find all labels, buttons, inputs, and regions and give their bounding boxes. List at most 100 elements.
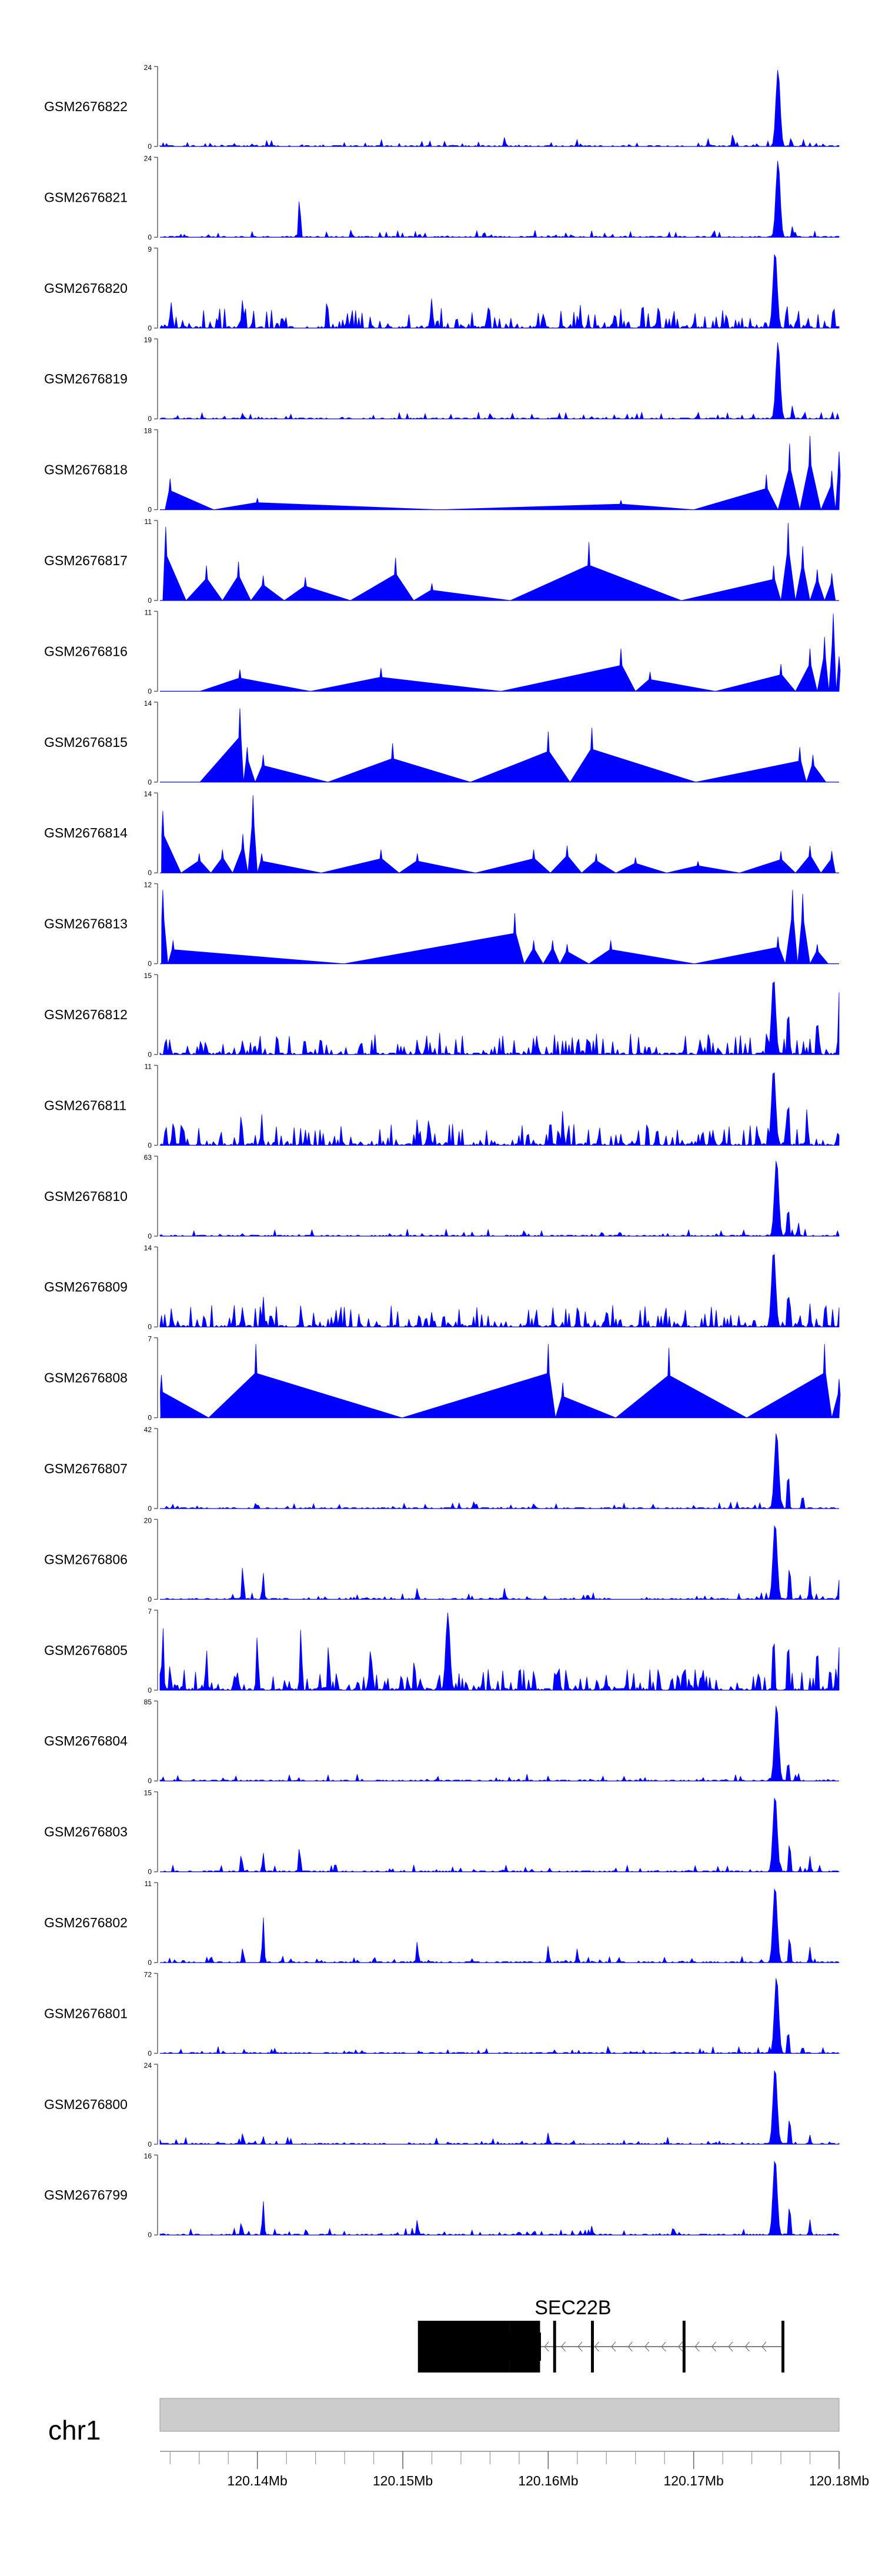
y-max-label: 20 [144,1516,152,1524]
coverage-area [159,1072,840,1146]
track-label: GSM2676821 [44,189,128,205]
strand-arrow-icon [728,2341,733,2352]
strand-arrow-icon [627,2341,633,2352]
strand-arrow-icon [560,2341,566,2352]
y-zero-label: 0 [148,778,152,786]
y-zero-label: 0 [148,1686,152,1694]
exon-bar [417,2321,510,2373]
track-GSM2676817: GSM2676817 11 0 [44,518,839,605]
track-GSM2676812: GSM2676812 15 0 [44,972,840,1059]
track-label: GSM2676816 [44,643,128,659]
y-max-label: 85 [144,1698,152,1706]
y-zero-label: 0 [148,324,152,332]
track-GSM2676803: GSM2676803 15 0 [44,1789,840,1876]
y-zero-label: 0 [148,2231,152,2239]
y-max-label: 14 [144,699,152,708]
coverage-area [160,708,839,783]
track-GSM2676814: GSM2676814 14 0 [44,790,839,877]
y-max-label: 14 [144,790,152,798]
x-tick-label: 120.15Mb [373,2473,433,2488]
y-zero-label: 0 [148,506,152,514]
exon-bar [781,2321,784,2373]
chromosome-label: chr1 [48,2415,101,2445]
coverage-area [160,1433,839,1509]
coverage-area [159,1254,840,1328]
coverage-area [159,1161,840,1237]
coverage-area [159,253,840,329]
y-zero-label: 0 [148,1050,152,1059]
track-GSM2676806: GSM2676806 20 0 [44,1516,840,1603]
track-GSM2676799: GSM2676799 16 0 [44,2152,840,2239]
coverage-area [160,1978,840,2054]
y-max-label: 7 [148,1335,152,1343]
coverage-area [160,613,841,692]
track-GSM2676800: GSM2676800 24 0 [44,2061,840,2148]
track-GSM2676809: GSM2676809 14 0 [44,1244,840,1331]
strand-arrow-icon [544,2341,549,2352]
track-label: GSM2676819 [44,371,128,386]
track-label: GSM2676805 [44,1643,128,1658]
y-max-label: 11 [145,1880,152,1888]
track-GSM2676801: GSM2676801 72 0 [44,1970,840,2057]
coverage-area [160,1344,841,1419]
track-GSM2676810: GSM2676810 63 0 [44,1153,840,1240]
track-label: GSM2676809 [44,1279,128,1294]
track-label: GSM2676806 [44,1551,128,1567]
coverage-area [159,1706,839,1781]
gene-annotation-track: SEC22B [417,2297,784,2373]
y-max-label: 9 [148,245,152,253]
coverage-area [159,1612,840,1691]
coverage-area [160,1888,840,1963]
coverage-area [159,2160,840,2236]
y-max-label: 11 [145,1062,152,1070]
track-label: GSM2676800 [44,2097,128,2112]
strand-arrow-icon [661,2341,666,2352]
track-label: GSM2676807 [44,1461,128,1476]
y-zero-label: 0 [148,869,152,877]
track-GSM2676818: GSM2676818 18 0 [44,427,841,514]
track-label: GSM2676822 [44,99,128,114]
track-label: GSM2676812 [44,1007,128,1022]
coverage-area [159,342,840,419]
y-max-label: 14 [144,1244,152,1252]
strand-arrow-icon [644,2341,650,2352]
coverage-area [160,795,839,874]
y-max-label: 42 [144,1426,152,1434]
y-zero-label: 0 [148,1323,152,1331]
y-max-label: 12 [144,881,152,889]
y-max-label: 7 [148,1607,152,1616]
exon-bar [591,2321,594,2373]
y-max-label: 11 [145,608,152,616]
y-max-label: 15 [144,1789,152,1797]
y-max-label: 24 [144,64,152,72]
y-zero-label: 0 [148,1958,152,1967]
x-tick-label: 120.16Mb [518,2473,578,2488]
track-GSM2676805: GSM2676805 7 0 [44,1607,840,1694]
track-label: GSM2676817 [44,553,128,568]
y-zero-label: 0 [148,1777,152,1785]
track-label: GSM2676803 [44,1824,128,1840]
track-GSM2676811: GSM2676811 11 0 [44,1062,840,1149]
y-zero-label: 0 [148,2140,152,2148]
track-GSM2676820: GSM2676820 9 0 [44,245,840,332]
coverage-area [160,1797,840,1873]
track-GSM2676813: GSM2676813 12 0 [44,881,839,968]
y-zero-label: 0 [148,2049,152,2057]
y-zero-label: 0 [148,596,152,605]
coverage-area [160,522,839,602]
chromosome-ideogram-bar [159,2398,840,2432]
track-GSM2676816: GSM2676816 11 0 [44,608,841,695]
strand-arrow-icon [694,2341,700,2352]
strand-arrow-icon [677,2341,683,2352]
y-zero-label: 0 [148,1141,152,1149]
track-label: GSM2676813 [44,916,128,932]
y-max-label: 11 [145,518,152,526]
strand-arrow-icon [711,2341,717,2352]
y-max-label: 16 [144,2152,152,2160]
y-max-label: 19 [144,336,152,344]
y-zero-label: 0 [148,1868,152,1876]
genome-axis-track: chr1 120.14Mb 120.15Mb 120.16Mb 120.17Mb 120… [48,2398,869,2488]
track-GSM2676819: GSM2676819 19 0 [44,336,840,423]
track-label: GSM2676815 [44,735,128,750]
y-zero-label: 0 [148,142,152,151]
